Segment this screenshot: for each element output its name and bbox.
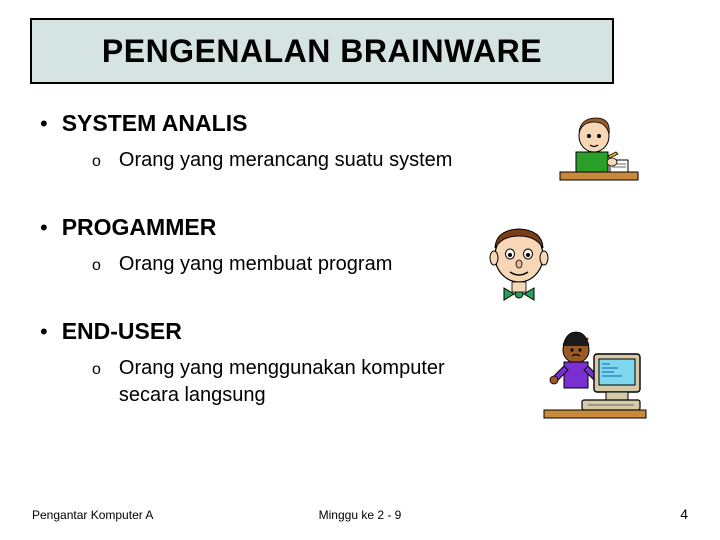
- bullet-dot: •: [40, 217, 48, 239]
- bullet-dot: •: [40, 113, 48, 135]
- item-desc: Orang yang merancang suatu system: [119, 147, 453, 174]
- item-heading: PROGAMMER: [62, 214, 217, 241]
- sub-bullet: o: [92, 361, 101, 379]
- page-title: PENGENALAN BRAINWARE: [102, 33, 542, 70]
- item-heading: END-USER: [62, 318, 182, 345]
- sub-row: o Orang yang membuat program: [92, 251, 680, 278]
- item-desc-text: Orang yang menggunakan komputer secara l…: [119, 357, 445, 406]
- thinking-boy-icon: [556, 112, 642, 192]
- computer-user-icon: [538, 326, 650, 424]
- sub-bullet: o: [92, 153, 101, 171]
- item-progammer: • PROGAMMER o Orang yang membuat program: [40, 214, 680, 278]
- item-heading: SYSTEM ANALIS: [62, 110, 248, 137]
- sub-bullet: o: [92, 257, 101, 275]
- bullet-row: • PROGAMMER: [40, 214, 680, 241]
- footer-center: Minggu ke 2 - 9: [0, 508, 720, 522]
- title-box: PENGENALAN BRAINWARE: [30, 18, 614, 84]
- item-desc: Orang yang membuat program: [119, 251, 392, 278]
- bullet-dot: •: [40, 321, 48, 343]
- footer-right: 4: [680, 506, 688, 522]
- bowtie-man-icon: [478, 222, 560, 304]
- item-desc: Orang yang menggunakan komputer secara l…: [119, 355, 499, 409]
